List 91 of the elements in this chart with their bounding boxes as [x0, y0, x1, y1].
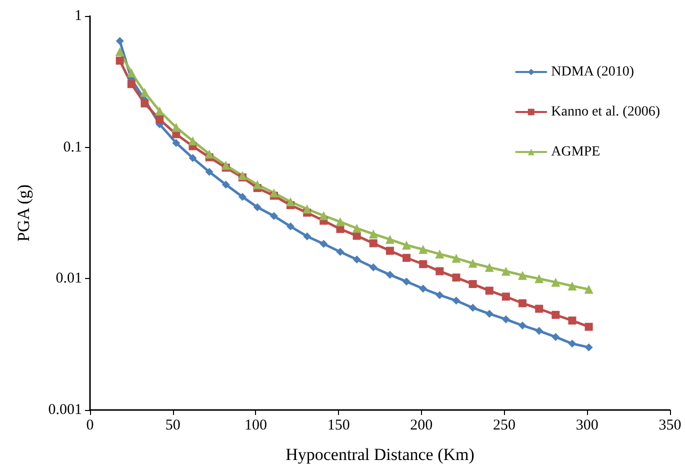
point	[534, 274, 544, 284]
point	[115, 47, 124, 56]
point	[155, 106, 164, 116]
legend-label: NDMA (2010)	[551, 64, 634, 80]
point	[303, 232, 312, 240]
point	[188, 154, 197, 162]
point	[116, 56, 124, 65]
point	[320, 240, 328, 248]
point	[485, 310, 494, 318]
point	[484, 262, 494, 272]
point	[188, 136, 198, 146]
point	[436, 267, 444, 276]
point	[369, 263, 378, 272]
point	[419, 260, 428, 268]
x-tick-label: 300	[576, 418, 598, 434]
point	[435, 250, 444, 259]
point	[568, 281, 577, 290]
legend-label: Kanno et al. (2006)	[551, 104, 660, 120]
point	[172, 138, 180, 147]
point	[269, 188, 278, 198]
point	[502, 315, 510, 324]
point	[452, 274, 460, 282]
x-tick-label: 100	[244, 418, 267, 434]
point	[204, 149, 214, 158]
point	[551, 278, 560, 287]
point	[127, 80, 136, 88]
point	[518, 321, 527, 330]
x-tick-label: 350	[658, 418, 682, 434]
point	[336, 248, 344, 256]
point	[319, 211, 328, 220]
x-tick-label: 0	[86, 418, 94, 434]
point	[535, 326, 544, 335]
point	[386, 246, 394, 255]
point	[116, 37, 124, 46]
point	[436, 291, 444, 300]
point	[468, 280, 477, 288]
point	[501, 266, 510, 276]
point	[568, 316, 576, 325]
x-axis-title: Hypocentral Distance (Km)	[286, 445, 474, 464]
point	[485, 286, 494, 295]
point	[140, 88, 150, 97]
x-tick-label: 250	[493, 418, 516, 434]
point	[502, 292, 510, 301]
point	[385, 234, 394, 244]
point	[302, 204, 312, 214]
point	[402, 240, 412, 250]
point	[368, 229, 378, 238]
point	[126, 68, 136, 78]
point	[584, 322, 593, 331]
point	[535, 304, 544, 313]
point	[419, 284, 428, 293]
point	[386, 270, 394, 279]
point	[584, 343, 593, 352]
point	[140, 99, 149, 108]
x-tick-label: 50	[165, 418, 180, 434]
x-tick-label: 200	[410, 418, 433, 434]
point	[156, 115, 164, 124]
point	[286, 197, 296, 206]
point	[552, 332, 560, 341]
point	[568, 340, 576, 348]
point	[238, 192, 246, 201]
point	[402, 254, 411, 262]
point	[286, 222, 295, 230]
y-tick-label: 0.01	[56, 270, 82, 287]
y-tick-label: 0.001	[48, 402, 82, 418]
point	[336, 217, 345, 226]
legend-label: AGMPE	[551, 144, 600, 160]
y-tick-label: 0.1	[63, 139, 82, 156]
point	[468, 258, 478, 268]
point	[369, 239, 378, 248]
point	[352, 224, 362, 233]
point	[270, 212, 278, 220]
point	[452, 296, 460, 305]
point	[468, 304, 477, 312]
x-tick-label: 150	[327, 418, 350, 434]
point	[352, 255, 361, 264]
point	[222, 180, 230, 189]
y-tick-label: 1	[74, 8, 82, 24]
point	[253, 203, 262, 212]
point	[402, 278, 411, 286]
y-axis-title: PGA (g)	[14, 184, 33, 242]
point	[205, 168, 214, 176]
point	[552, 310, 560, 319]
point	[584, 284, 594, 294]
point	[172, 122, 181, 132]
point	[221, 160, 230, 170]
point	[452, 254, 461, 263]
point	[518, 299, 527, 308]
point	[418, 244, 428, 254]
point	[518, 270, 528, 280]
point	[252, 180, 262, 190]
